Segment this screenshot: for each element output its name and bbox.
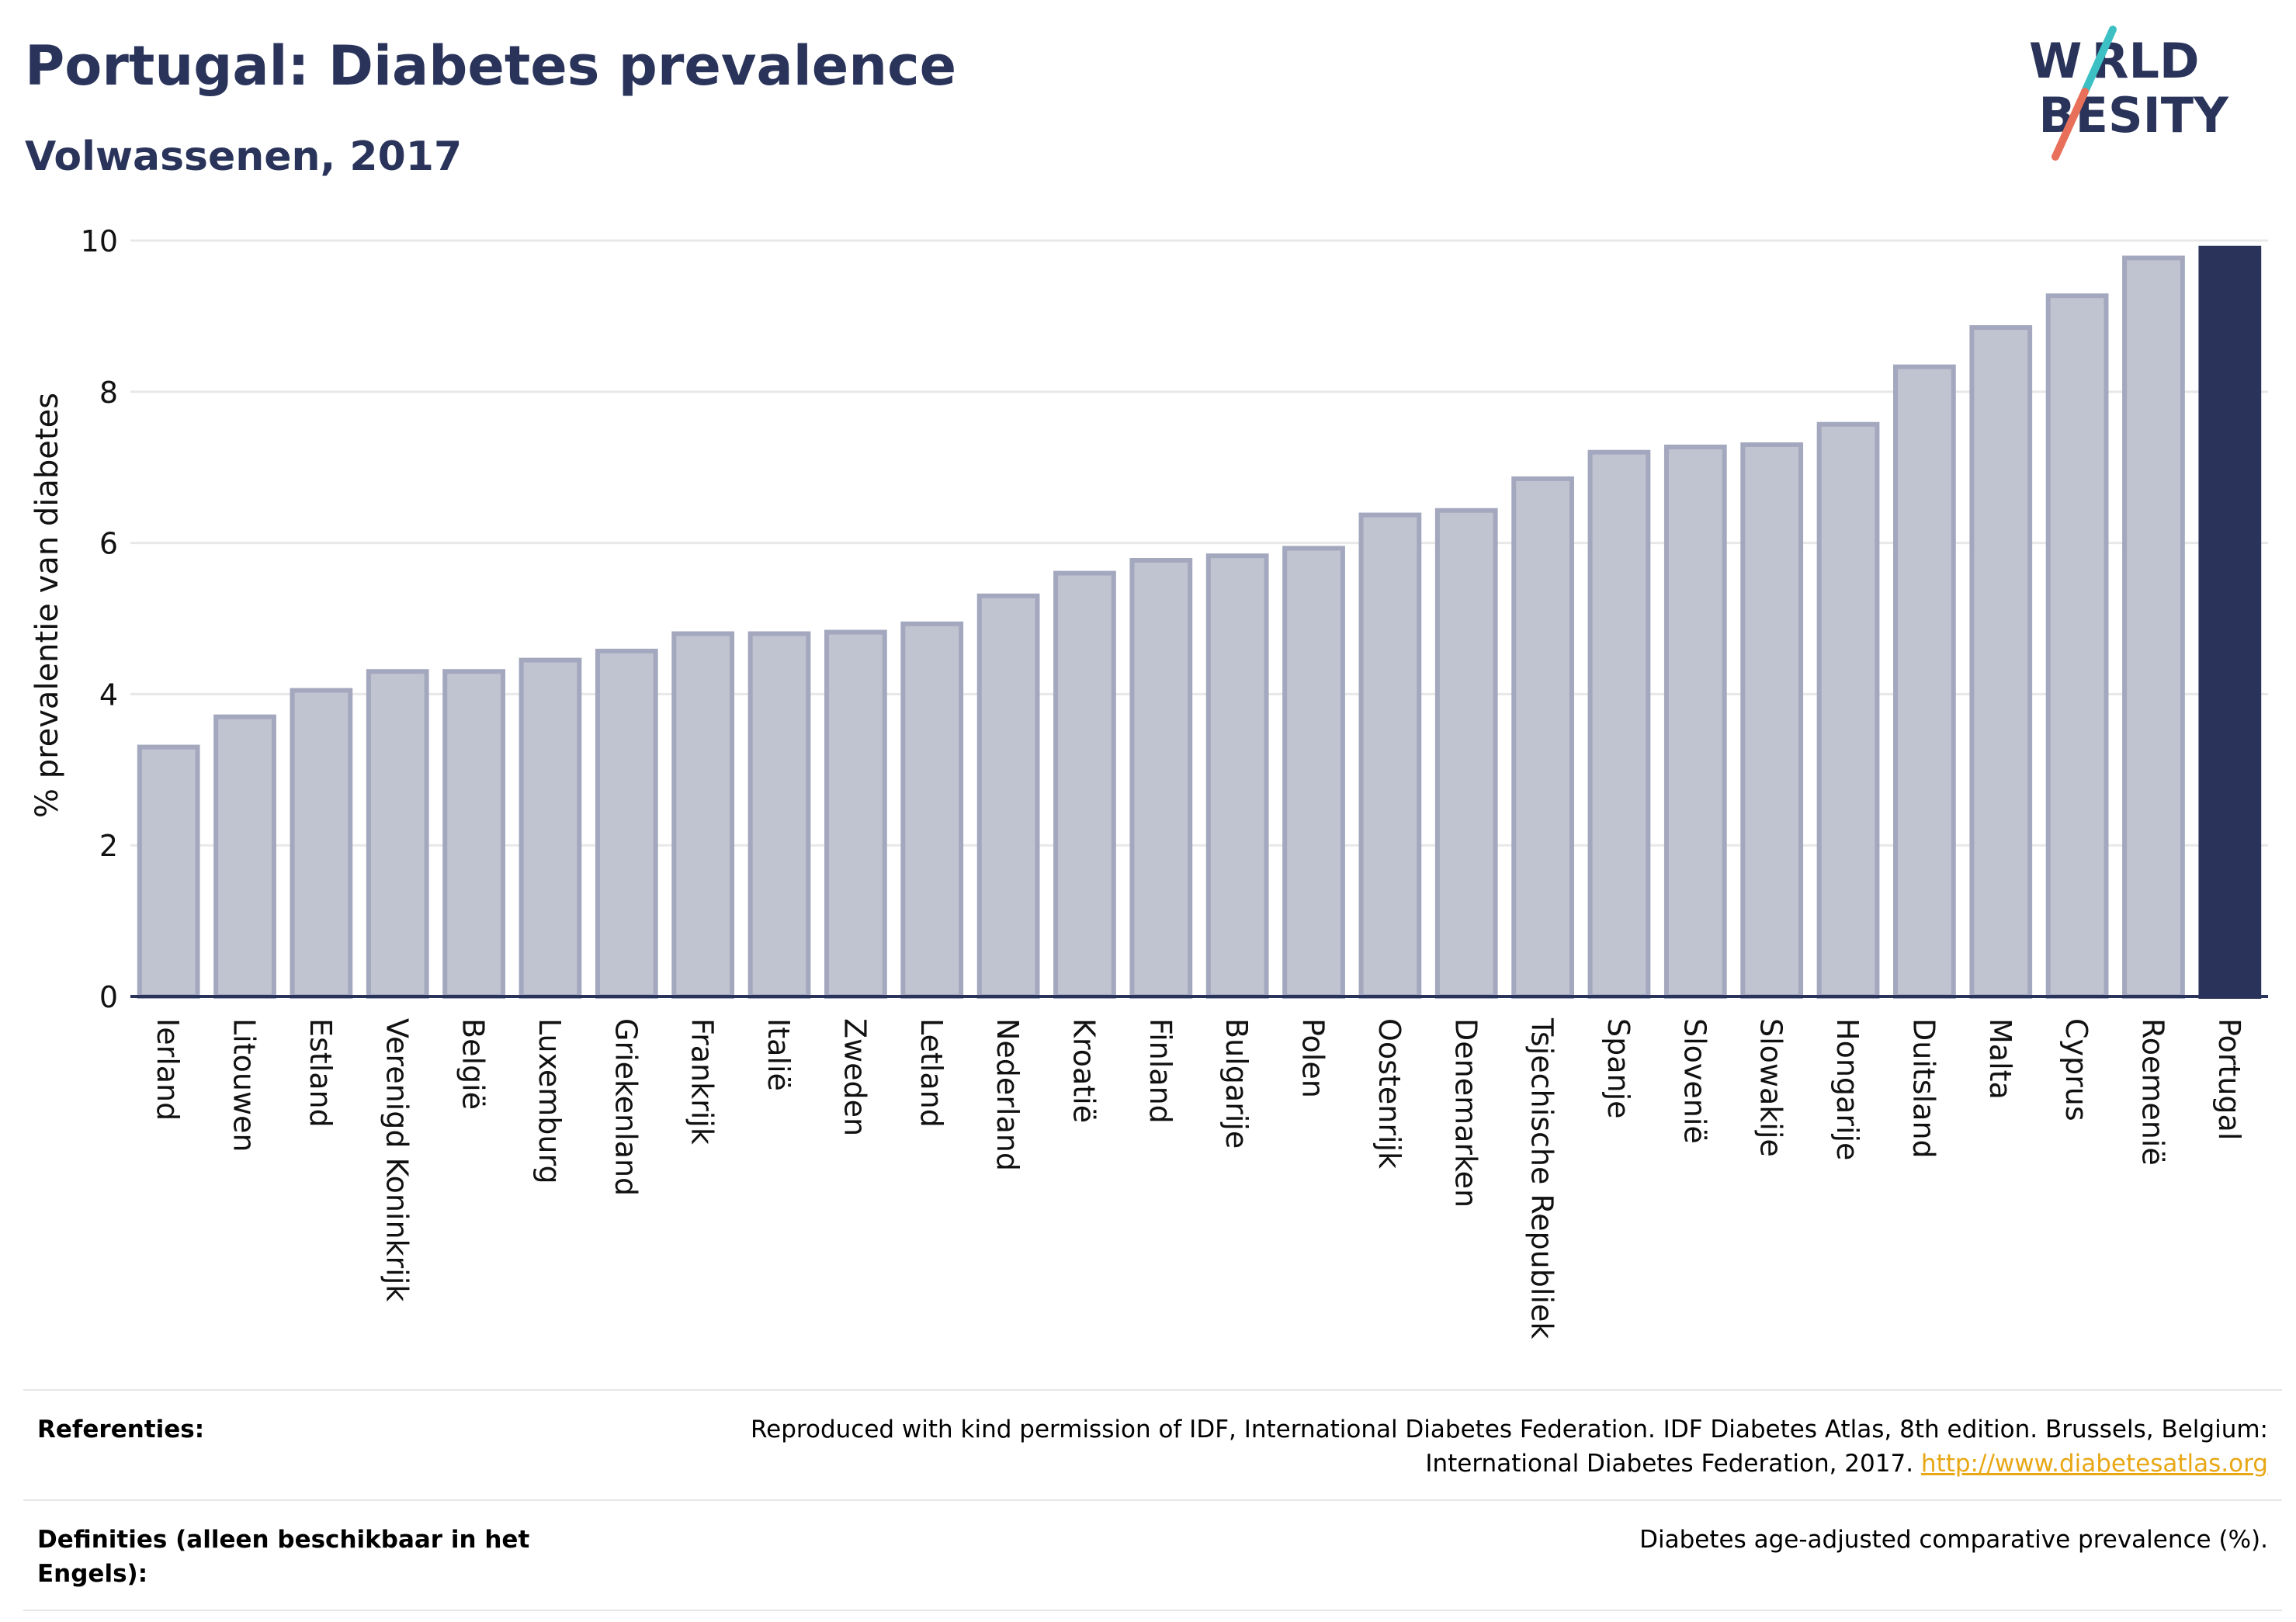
- bar-chart: 0 2 4 6 8 10 Ierland Litouwen Estland Verenigd K…: [29, 224, 2268, 1339]
- bars: [137, 245, 2262, 1000]
- bar-griekenland: [595, 648, 658, 1000]
- bar-itali-: [747, 631, 811, 999]
- bar-bulgarije: [1205, 553, 1269, 999]
- bar-tsjechische-republiek: [1511, 476, 1574, 999]
- bar-duitsland: [1893, 364, 1956, 999]
- definitions-row: Definities (alleen beschikbaar in het En…: [23, 1499, 2282, 1611]
- x-tick-label: Nederland: [990, 1018, 1025, 1171]
- x-tick-label: Duitsland: [1906, 1018, 1941, 1159]
- x-tick-label: Hongarije: [1830, 1018, 1864, 1160]
- x-tick-label: Oostenrijk: [1372, 1018, 1406, 1169]
- bar-verenigd-koninkrijk: [366, 669, 429, 999]
- x-tick-labels: Ierland Litouwen Estland Verenigd Koninkrij…: [151, 1017, 2246, 1339]
- bar-oostenrijk: [1358, 512, 1422, 999]
- page-title: Portugal: Diabetes prevalence: [25, 34, 957, 98]
- bar-luxemburg: [519, 657, 582, 999]
- bar-finland: [1129, 558, 1193, 999]
- bar-estland: [290, 688, 353, 1000]
- x-tick-label: Cyprus: [2059, 1018, 2093, 1121]
- logo-slash-coral: [2051, 88, 2089, 161]
- references-link[interactable]: http://www.diabetesatlas.org: [1920, 1450, 2268, 1478]
- x-tick-label: Kroatië: [1066, 1018, 1101, 1123]
- x-tick-label: Slovenië: [1677, 1018, 1712, 1144]
- bar-zweden: [824, 629, 887, 999]
- definitions-label: Definities (alleen beschikbaar in het En…: [37, 1526, 530, 1588]
- bar-sloveni-: [1663, 444, 1727, 999]
- x-tick-label: Griekenland: [609, 1018, 643, 1196]
- definitions-text: Diabetes age-adjusted comparative preval…: [1639, 1526, 2268, 1554]
- x-tick-label: Italië: [761, 1018, 796, 1091]
- bar-slowakije: [1740, 442, 1804, 999]
- y-tick-label: 8: [99, 376, 118, 410]
- logo-slash-teal: [2081, 26, 2117, 95]
- y-tick-label: 2: [99, 829, 118, 863]
- x-tick-label: Slowakije: [1754, 1018, 1788, 1157]
- x-tick-label: Denemarken: [1448, 1018, 1483, 1208]
- bar-letland: [900, 621, 964, 999]
- y-tick-labels: 0 2 4 6 8 10: [81, 224, 118, 1014]
- x-tick-label: Letland: [914, 1018, 949, 1128]
- bar-nederland: [976, 593, 1040, 999]
- bar-ierland: [137, 744, 200, 1000]
- x-tick-label: Spanje: [1601, 1018, 1635, 1119]
- x-tick-label: Luxemburg: [532, 1018, 567, 1184]
- y-axis-label: % prevalentie van diabetes: [29, 393, 65, 818]
- x-tick-label: België: [456, 1018, 491, 1110]
- x-tick-label: Roemenië: [2135, 1018, 2169, 1166]
- y-tick-label: 10: [81, 224, 118, 258]
- x-tick-label: Malta: [1983, 1018, 2017, 1100]
- references-body: Reproduced with kind permission of IDF, …: [751, 1416, 2268, 1478]
- bar-portugal: [2198, 245, 2262, 999]
- bar-roemeni-: [2122, 255, 2185, 1000]
- references-row: Referenties: Reproduced with kind permis…: [23, 1389, 2282, 1499]
- bar-denemarken: [1434, 508, 1498, 999]
- logo-line-1: W RLD: [2029, 33, 2199, 89]
- y-tick-label: 0: [99, 980, 118, 1014]
- bar-polen: [1282, 546, 1345, 999]
- bar-malta: [1969, 325, 2033, 999]
- page-subtitle: Volwassenen, 2017: [25, 133, 463, 180]
- bar-cyprus: [2045, 293, 2109, 999]
- bar-litouwen: [213, 714, 276, 999]
- x-tick-label: Bulgarije: [1219, 1018, 1254, 1149]
- x-tick-label: Portugal: [2212, 1018, 2246, 1140]
- references-text: Reproduced with kind permission of IDF, …: [599, 1412, 2268, 1481]
- x-tick-label: Frankrijk: [685, 1018, 720, 1145]
- y-tick-label: 4: [99, 678, 118, 712]
- footer: Referenties: Reproduced with kind permis…: [23, 1389, 2282, 1611]
- y-tick-label: 6: [99, 527, 118, 561]
- x-tick-label: Zweden: [838, 1018, 872, 1136]
- bar-kroati-: [1053, 570, 1116, 999]
- bar-spanje: [1587, 449, 1651, 999]
- references-label: Referenties:: [37, 1416, 205, 1444]
- x-tick-label: Verenigd Koninkrijk: [380, 1018, 414, 1301]
- x-tick-label: Tsjechische Republiek: [1525, 1017, 1559, 1339]
- x-tick-label: Ierland: [151, 1018, 185, 1121]
- world-obesity-logo: W RLD BESITY: [2029, 26, 2229, 161]
- bar-hongarije: [1816, 421, 1880, 999]
- x-tick-label: Litouwen: [227, 1018, 262, 1152]
- x-tick-label: Finland: [1143, 1018, 1177, 1124]
- x-tick-label: Polen: [1296, 1018, 1330, 1098]
- x-tick-label: Estland: [303, 1018, 338, 1128]
- bar-belgi-: [442, 669, 505, 999]
- bar-frankrijk: [671, 631, 735, 999]
